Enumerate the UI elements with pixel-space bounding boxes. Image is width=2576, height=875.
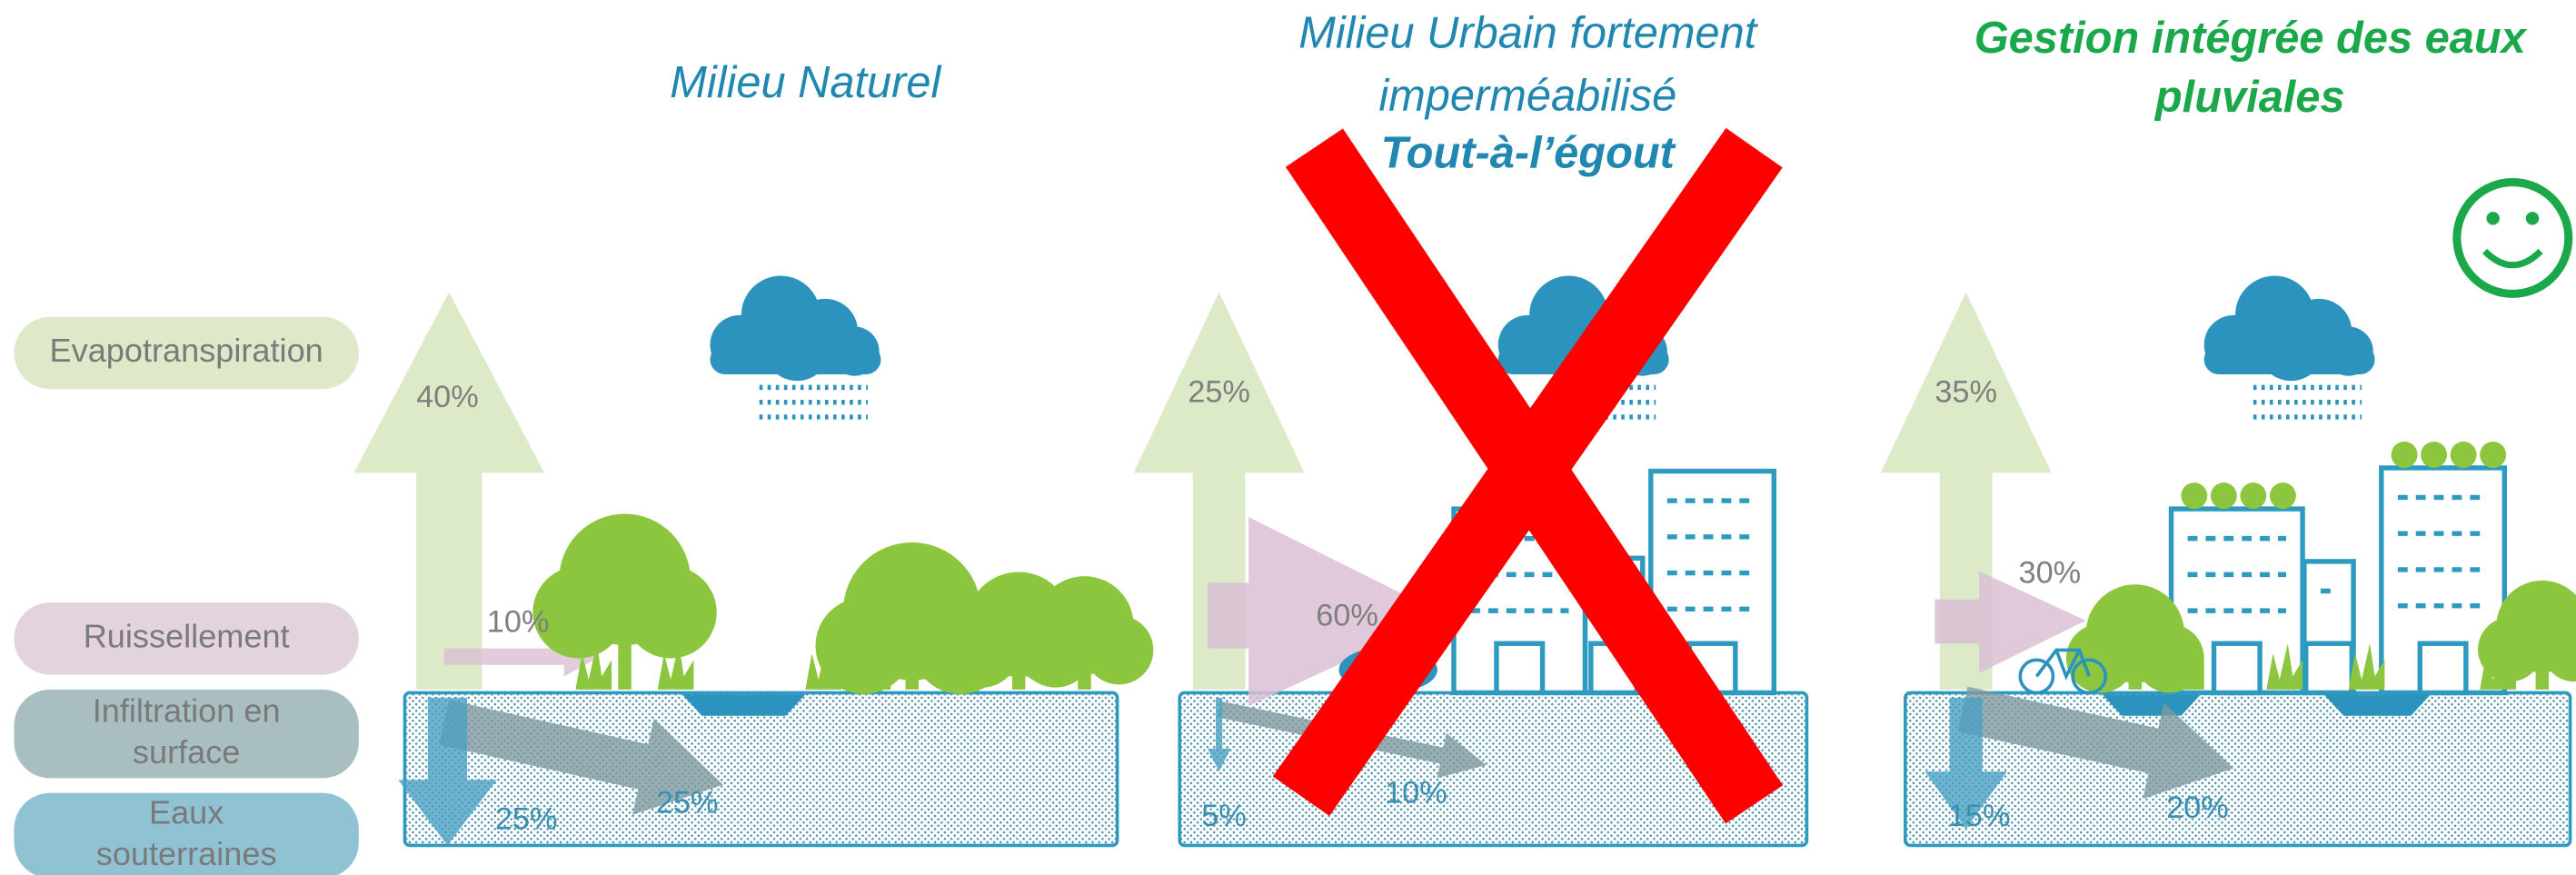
percentage: 35% (1934, 375, 1997, 410)
panel-title: imperméabilisé (1378, 71, 1676, 120)
panel-title: pluviales (2153, 73, 2345, 122)
percentage: 60% (1316, 598, 1378, 632)
roof-plant (2421, 442, 2447, 468)
cloud-base (2204, 344, 2375, 374)
panel-subtitle: Tout-à-l’égout (1381, 129, 1676, 178)
percentage: 10% (1385, 776, 1447, 810)
roof-plant (2480, 442, 2506, 468)
percentage: 40% (416, 380, 479, 414)
panel-title: Milieu Urbain fortement (1298, 9, 1759, 58)
legend-label: souterraines (96, 835, 277, 872)
smiley-mouth (2485, 251, 2541, 264)
legend-label: surface (133, 733, 240, 771)
roof-plant (2240, 482, 2266, 509)
percentage: 20% (2166, 790, 2229, 825)
smiley-face (2457, 183, 2569, 294)
pond (682, 694, 806, 715)
legend-label: Infiltration en (93, 692, 281, 730)
cloud (2204, 276, 2375, 417)
roof-plant (2270, 482, 2296, 509)
percentage: 25% (656, 785, 719, 820)
roof-plant (2392, 442, 2418, 468)
panel-title: Milieu Naturel (670, 58, 941, 107)
cloud (711, 276, 881, 417)
door (2420, 643, 2466, 692)
crown (625, 566, 717, 658)
building (2304, 562, 2353, 693)
crown (1016, 616, 1085, 685)
smiley-eye (2526, 212, 2539, 224)
percentage: 10% (487, 605, 550, 640)
legend-label: Ruissellement (84, 617, 290, 654)
percentage: 25% (495, 801, 558, 836)
door (2214, 643, 2261, 692)
percentage: 5% (1201, 799, 1247, 833)
roof-plant (2181, 482, 2207, 509)
percentage: 25% (1188, 375, 1250, 410)
roof-plant (2211, 482, 2237, 509)
crown (1084, 616, 1153, 685)
page: {"legend":[ {"lines":["Evapotranspiratio… (0, 0, 2576, 875)
smiley-eye (2486, 212, 2499, 224)
legend-label: Evapotranspiration (50, 332, 323, 369)
door (1497, 643, 1543, 692)
percentage: 15% (1948, 799, 2011, 833)
cloud-base (711, 344, 881, 374)
percentage: 30% (2018, 555, 2081, 590)
panel-title: Gestion intégrée des eaux (1974, 14, 2528, 63)
door (2306, 643, 2352, 692)
crown (945, 614, 1019, 688)
diagram: Evapotranspiration Ruissellement Infiltrat… (0, 0, 2576, 875)
legend-label: Eaux (149, 794, 224, 831)
roof-plant (2451, 442, 2477, 468)
